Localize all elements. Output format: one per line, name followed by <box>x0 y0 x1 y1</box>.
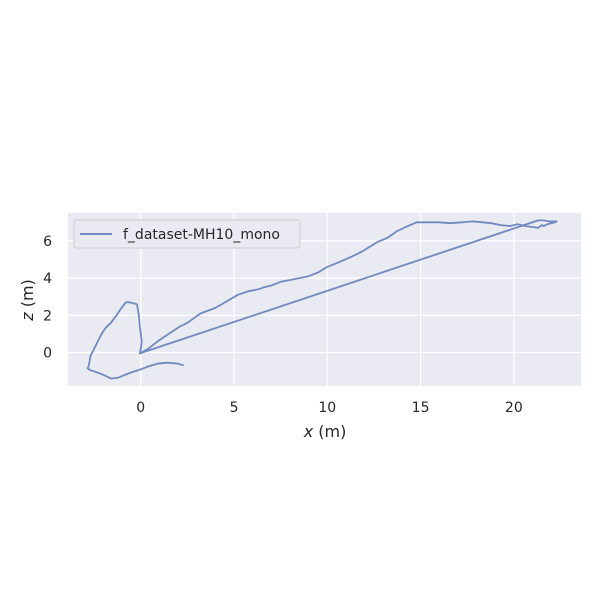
x-tick-label: 10 <box>318 400 336 416</box>
y-tick-label: 4 <box>43 271 52 287</box>
legend: f_dataset-MH10_mono <box>73 219 301 249</box>
grid-lines <box>68 213 581 386</box>
legend-label: f_dataset-MH10_mono <box>123 227 280 243</box>
y-axis-label: z (m) <box>18 279 37 322</box>
trajectory-line-0 <box>86 219 558 380</box>
x-axis-label: x (m) <box>303 422 347 441</box>
x-tick-label: 5 <box>230 400 239 416</box>
y-tick-label: 6 <box>43 234 52 250</box>
x-tick-label: 20 <box>505 400 523 416</box>
series-layer <box>86 219 558 380</box>
x-tick-label: 0 <box>136 400 145 416</box>
tick-labels: 0 5 10 15 20 0 2 4 6 <box>43 234 523 416</box>
y-tick-label: 2 <box>43 308 52 324</box>
legend-box <box>73 219 301 249</box>
y-tick-label: 0 <box>43 346 52 362</box>
x-tick-label: 15 <box>412 400 430 416</box>
